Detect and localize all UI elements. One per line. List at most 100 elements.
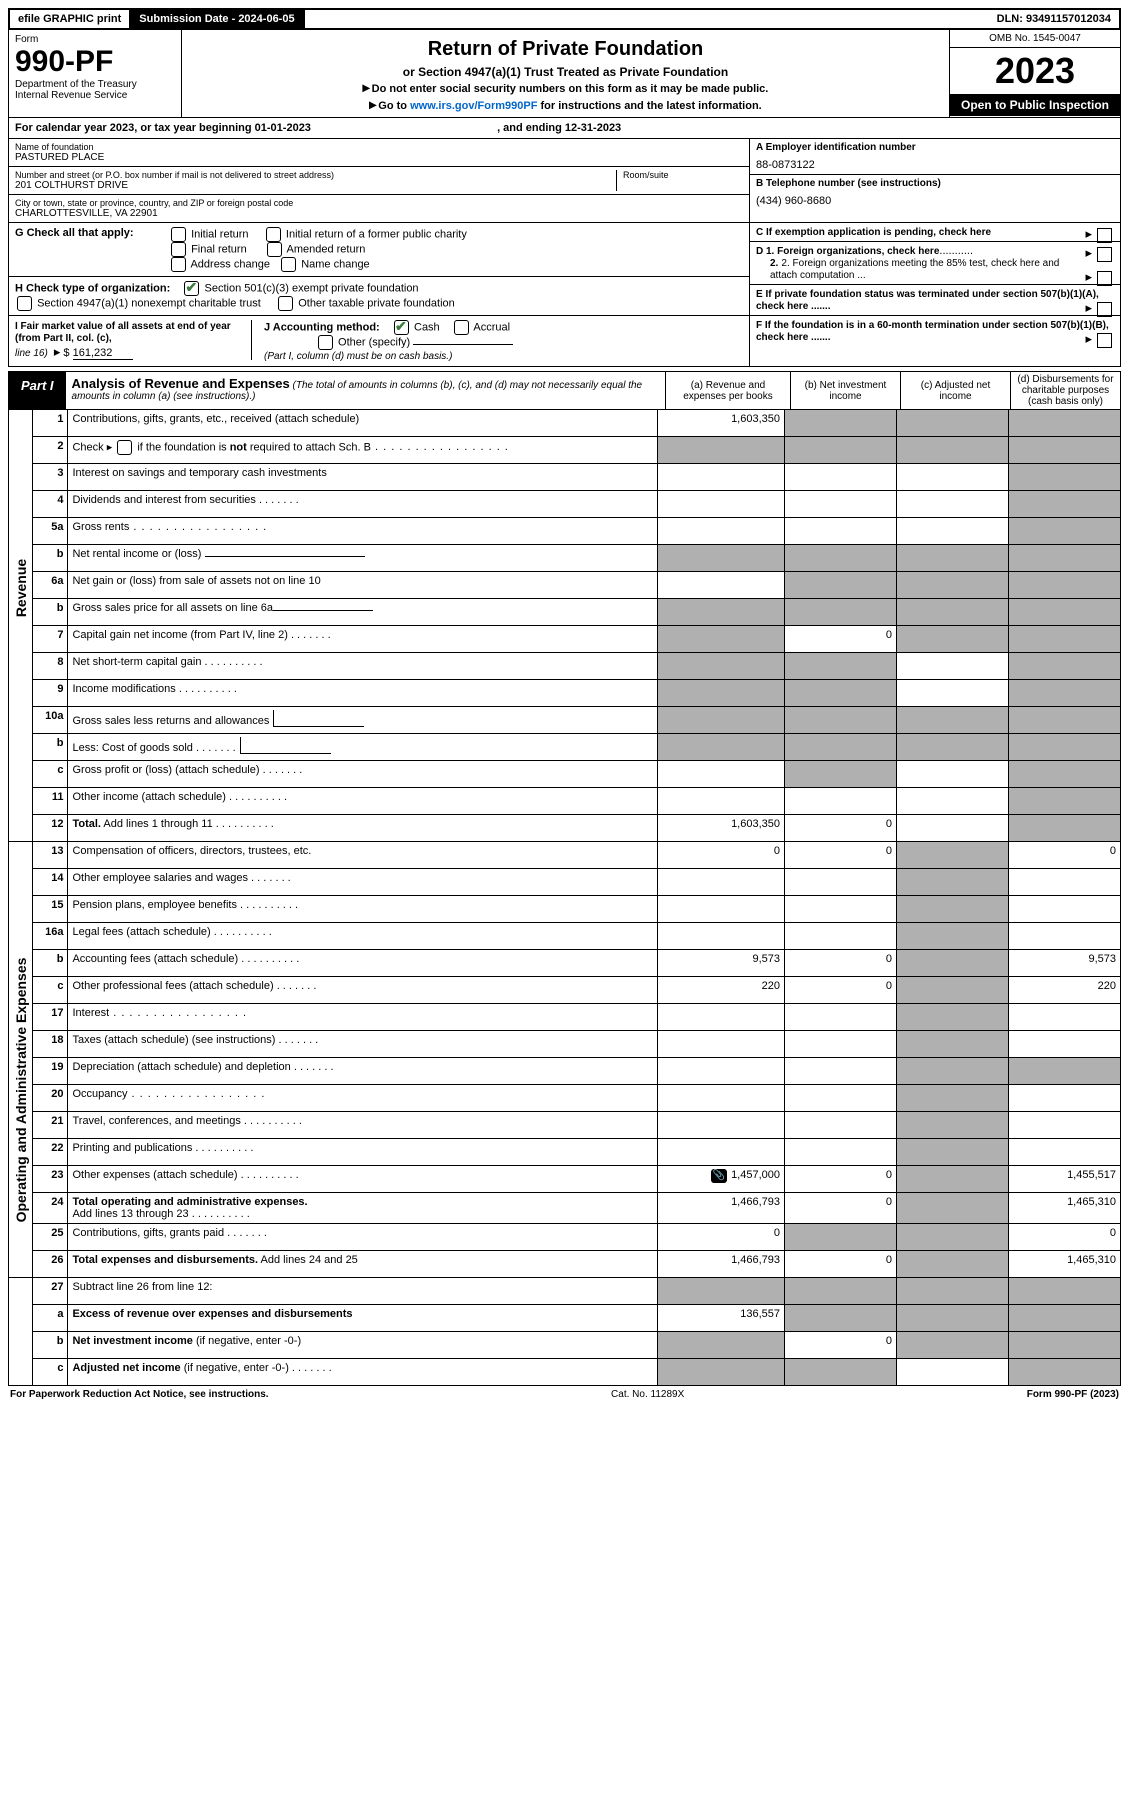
line-20: 20Occupancy <box>33 1085 1120 1112</box>
chk-d2[interactable] <box>1097 271 1112 286</box>
line-16b: bAccounting fees (attach schedule) 9,573… <box>33 950 1120 977</box>
part-i-badge: Part I <box>9 372 66 409</box>
part-i-title: Analysis of Revenue and Expenses <box>72 376 290 391</box>
j-label: J Accounting method: <box>264 321 380 333</box>
room-label: Room/suite <box>623 170 743 180</box>
col-b-hdr: (b) Net investment income <box>790 372 900 409</box>
expenses-section: Operating and Administrative Expenses 13… <box>8 842 1121 1278</box>
calendar-year-row: For calendar year 2023, or tax year begi… <box>8 118 1121 139</box>
check-block: G Check all that apply: Initial return I… <box>8 223 1121 367</box>
chk-address-change[interactable] <box>171 257 186 272</box>
instr-1: Do not enter social security numbers on … <box>188 79 943 96</box>
form-number: 990-PF <box>15 45 175 79</box>
line-14: 14Other employee salaries and wages <box>33 869 1120 896</box>
efile-label[interactable]: efile GRAPHIC print <box>10 10 131 28</box>
form-header: Form 990-PF Department of the Treasury I… <box>8 30 1121 118</box>
line-12: 12Total. Add lines 1 through 11 1,603,35… <box>33 815 1120 842</box>
chk-other-taxable[interactable] <box>278 296 293 311</box>
line-6a: 6aNet gain or (loss) from sale of assets… <box>33 572 1120 599</box>
form-title: Return of Private Foundation <box>188 38 943 61</box>
paperwork-notice: For Paperwork Reduction Act Notice, see … <box>10 1389 269 1400</box>
line-21: 21Travel, conferences, and meetings <box>33 1112 1120 1139</box>
section-e: E If private foundation status was termi… <box>750 285 1120 316</box>
revenue-section: Revenue 1Contributions, gifts, grants, e… <box>8 410 1121 842</box>
page-footer: For Paperwork Reduction Act Notice, see … <box>8 1386 1121 1403</box>
line-9: 9Income modifications <box>33 680 1120 707</box>
line-15: 15Pension plans, employee benefits <box>33 896 1120 923</box>
chk-sch-b[interactable] <box>117 440 132 455</box>
top-bar: efile GRAPHIC print Submission Date - 20… <box>8 8 1121 30</box>
instr-2: Go to www.irs.gov/Form990PF for instruct… <box>188 96 943 113</box>
line-26: 26Total expenses and disbursements. Add … <box>33 1251 1120 1278</box>
ein-value: 88-0873122 <box>756 153 1114 171</box>
chk-final-return[interactable] <box>171 242 186 257</box>
submission-date: Submission Date - 2024-06-05 <box>131 10 304 28</box>
dln: DLN: 93491157012034 <box>989 10 1119 28</box>
attachment-icon[interactable]: 📎 <box>711 1169 727 1183</box>
chk-name-change[interactable] <box>281 257 296 272</box>
section-f: F If the foundation is in a 60-month ter… <box>750 316 1120 346</box>
line-27a: aExcess of revenue over expenses and dis… <box>33 1305 1120 1332</box>
form-subtitle: or Section 4947(a)(1) Trust Treated as P… <box>188 65 943 79</box>
line-5a: 5aGross rents <box>33 518 1120 545</box>
dept-1: Department of the Treasury <box>15 79 175 90</box>
line-8: 8Net short-term capital gain <box>33 653 1120 680</box>
omb-number: OMB No. 1545-0047 <box>950 30 1120 48</box>
line-27c: cAdjusted net income (if negative, enter… <box>33 1359 1120 1386</box>
foundation-address: 201 COLTHURST DRIVE <box>15 180 616 191</box>
addr-label: Number and street (or P.O. box number if… <box>15 170 616 180</box>
entity-info: Name of foundation PASTURED PLACE Number… <box>8 139 1121 223</box>
part-i-header: Part I Analysis of Revenue and Expenses … <box>8 371 1121 410</box>
expenses-side-label: Operating and Administrative Expenses <box>13 958 29 1223</box>
section-h: H Check type of organization: Section 50… <box>9 277 749 316</box>
section-ij: I Fair market value of all assets at end… <box>9 316 749 366</box>
chk-amended[interactable] <box>267 242 282 257</box>
chk-accrual[interactable] <box>454 320 469 335</box>
line-22: 22Printing and publications <box>33 1139 1120 1166</box>
col-d-hdr: (d) Disbursements for charitable purpose… <box>1010 372 1120 409</box>
chk-f[interactable] <box>1097 333 1112 348</box>
line-7: 7Capital gain net income (from Part IV, … <box>33 626 1120 653</box>
cat-no: Cat. No. 11289X <box>611 1389 684 1400</box>
chk-c[interactable] <box>1097 228 1112 243</box>
dept-2: Internal Revenue Service <box>15 90 175 101</box>
line-10b: bLess: Cost of goods sold <box>33 734 1120 761</box>
h-label: H Check type of organization: <box>15 282 170 294</box>
city-label: City or town, state or province, country… <box>15 198 743 208</box>
chk-cash[interactable] <box>394 320 409 335</box>
j-note: (Part I, column (d) must be on cash basi… <box>264 351 452 362</box>
line-6b: bGross sales price for all assets on lin… <box>33 599 1120 626</box>
line-24: 24Total operating and administrative exp… <box>33 1193 1120 1224</box>
line-4: 4Dividends and interest from securities <box>33 491 1120 518</box>
chk-initial-public[interactable] <box>266 227 281 242</box>
section-d: D 1. Foreign organizations, check here..… <box>750 242 1120 285</box>
line-10c: cGross profit or (loss) (attach schedule… <box>33 761 1120 788</box>
line-23: 23Other expenses (attach schedule) 📎1,45… <box>33 1166 1120 1193</box>
line-13: 13Compensation of officers, directors, t… <box>33 842 1120 869</box>
line-5b: bNet rental income or (loss) <box>33 545 1120 572</box>
foundation-city: CHARLOTTESVILLE, VA 22901 <box>15 208 743 219</box>
fmv-value: 161,232 <box>73 347 133 360</box>
line-16c: cOther professional fees (attach schedul… <box>33 977 1120 1004</box>
g-label: G Check all that apply: <box>15 227 165 239</box>
ein-label: A Employer identification number <box>756 142 1114 153</box>
chk-e[interactable] <box>1097 302 1112 317</box>
line-25: 25Contributions, gifts, grants paid 00 <box>33 1224 1120 1251</box>
tax-year: 2023 <box>950 48 1120 94</box>
line-11: 11Other income (attach schedule) <box>33 788 1120 815</box>
line-18: 18Taxes (attach schedule) (see instructi… <box>33 1031 1120 1058</box>
phone-label: B Telephone number (see instructions) <box>756 178 1114 189</box>
line-10a: 10aGross sales less returns and allowanc… <box>33 707 1120 734</box>
line-17: 17Interest <box>33 1004 1120 1031</box>
foundation-name: PASTURED PLACE <box>15 152 743 163</box>
chk-other-method[interactable] <box>318 335 333 350</box>
chk-4947[interactable] <box>17 296 32 311</box>
chk-initial-return[interactable] <box>171 227 186 242</box>
irs-link[interactable]: www.irs.gov/Form990PF <box>410 100 537 112</box>
revenue-side-label: Revenue <box>13 559 29 617</box>
chk-d1[interactable] <box>1097 247 1112 262</box>
section-c: C If exemption application is pending, c… <box>750 223 1120 242</box>
form-ref: Form 990-PF (2023) <box>1027 1389 1119 1400</box>
chk-501c3[interactable] <box>184 281 199 296</box>
line-19: 19Depreciation (attach schedule) and dep… <box>33 1058 1120 1085</box>
